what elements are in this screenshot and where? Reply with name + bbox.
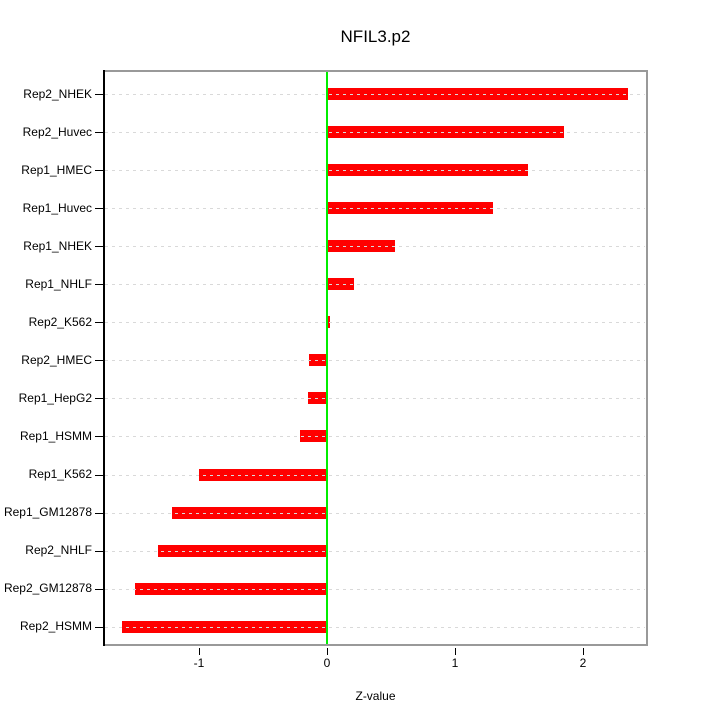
x-tick-label--1: -1 [193, 656, 205, 670]
y-axis-tick [95, 322, 103, 323]
gridline [105, 475, 645, 476]
y-axis-tick [95, 589, 103, 590]
gridline [105, 94, 645, 95]
plot-border-top [103, 70, 648, 72]
x-axis-label: Z-value [355, 689, 396, 703]
y-axis-tick [95, 398, 103, 399]
gridline [105, 208, 645, 209]
y-axis-tick [95, 360, 103, 361]
y-axis-tick [95, 284, 103, 285]
gridline [105, 627, 645, 628]
y-tick-label-Rep1_Huvec: Rep1_Huvec [22, 201, 92, 215]
x-axis-tick [583, 648, 584, 655]
gridline [105, 132, 645, 133]
bar-Rep1_GM12878 [172, 506, 327, 519]
gridline [105, 170, 645, 171]
y-tick-label-Rep2_NHLF: Rep2_NHLF [25, 543, 92, 557]
y-axis-tick [95, 208, 103, 209]
y-tick-label-Rep2_NHEK: Rep2_NHEK [23, 87, 92, 101]
x-axis-tick [327, 648, 328, 655]
gridline [105, 246, 645, 247]
plot-area [103, 70, 648, 646]
y-tick-label-Rep1_NHEK: Rep1_NHEK [23, 239, 92, 253]
zero-line [326, 70, 328, 646]
y-tick-label-Rep1_HSMM: Rep1_HSMM [19, 429, 92, 443]
y-axis-tick [95, 627, 103, 628]
chart-title: NFIL3.p2 [340, 27, 411, 46]
y-tick-label-Rep1_NHLF: Rep1_NHLF [25, 277, 92, 291]
y-axis-tick [95, 132, 103, 133]
gridline [105, 284, 645, 285]
y-tick-label-Rep2_HMEC: Rep2_HMEC [21, 353, 92, 367]
x-tick-label-2: 2 [579, 656, 587, 670]
bar-Rep2_NHLF [158, 544, 327, 557]
gridline [105, 513, 645, 514]
plot-border-right [646, 70, 648, 646]
y-tick-label-Rep2_Huvec: Rep2_Huvec [22, 125, 92, 139]
y-axis-tick [95, 94, 103, 95]
y-tick-label-Rep1_GM12878: Rep1_GM12878 [3, 505, 92, 519]
x-tick-label-1: 1 [451, 656, 459, 670]
y-tick-label-Rep2_K562: Rep2_K562 [28, 315, 92, 329]
gridline [105, 589, 645, 590]
y-tick-label-Rep1_HMEC: Rep1_HMEC [21, 163, 92, 177]
x-axis-tick [455, 648, 456, 655]
gridline [105, 551, 645, 552]
y-axis-tick [95, 246, 103, 247]
x-axis-tick [199, 648, 200, 655]
y-axis-line [103, 70, 105, 646]
y-tick-label-Rep2_GM12878: Rep2_GM12878 [3, 581, 92, 595]
y-axis-tick [95, 475, 103, 476]
y-axis-tick [95, 551, 103, 552]
gridline [105, 436, 645, 437]
y-axis-tick [95, 170, 103, 171]
y-tick-label-Rep2_HSMM: Rep2_HSMM [19, 619, 92, 633]
gridline [105, 398, 645, 399]
x-tick-label-0: 0 [323, 656, 331, 670]
gridline [105, 360, 645, 361]
gridline [105, 322, 645, 323]
y-axis-tick [95, 513, 103, 514]
y-tick-label-Rep1_K562: Rep1_K562 [28, 467, 92, 481]
bar-Rep1_K562 [199, 468, 327, 481]
plot-border-bottom [103, 644, 648, 646]
y-axis-tick [95, 436, 103, 437]
bar-Rep2_GM12878 [135, 582, 327, 595]
y-tick-label-Rep1_HepG2: Rep1_HepG2 [18, 391, 92, 405]
bar-Rep2_HSMM [122, 620, 327, 633]
